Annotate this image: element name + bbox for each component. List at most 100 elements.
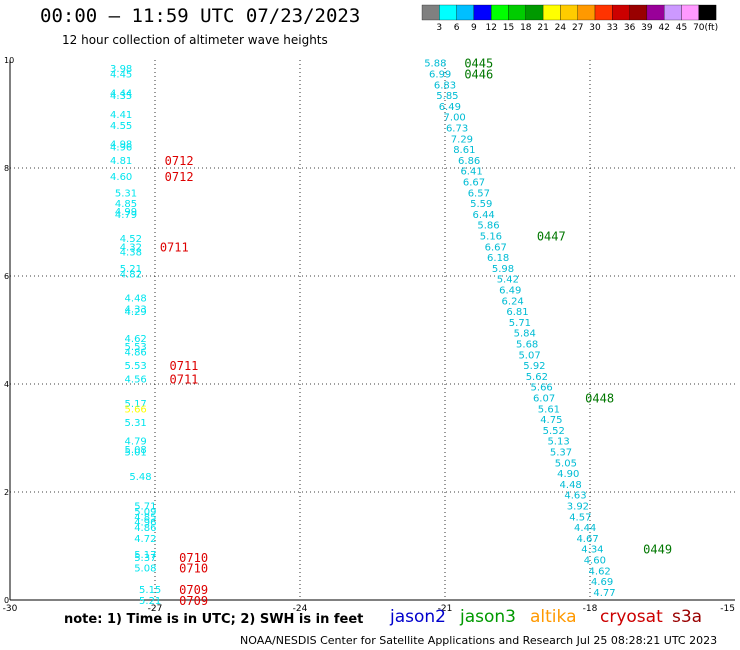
- data-point-label: 4.63: [564, 491, 586, 502]
- color-scale-swatch: [594, 4, 613, 21]
- color-scale-swatch: [456, 4, 475, 21]
- data-point-label: 5.62: [526, 372, 548, 383]
- color-scale-swatch: [577, 4, 596, 21]
- color-scale-swatch: [439, 4, 457, 21]
- x-tick-label: -15: [720, 604, 735, 614]
- color-scale-swatch: [508, 4, 526, 21]
- legend-item-jason3: jason3: [460, 607, 516, 627]
- legend-item-s3a: s3a: [672, 607, 703, 627]
- color-scale-swatch: [612, 4, 630, 21]
- data-point-label: 4.62: [125, 334, 147, 345]
- data-point-label: 4.38: [120, 248, 142, 259]
- data-point-label: 5.52: [543, 426, 565, 437]
- color-scale-swatch: [629, 4, 648, 21]
- data-point-label: 6.99: [429, 70, 451, 81]
- data-point-label: 4.96: [134, 518, 156, 529]
- data-point-label: 4.48: [560, 480, 582, 491]
- pass-time-label: 0709: [179, 583, 208, 597]
- color-scale-label: 30: [589, 23, 601, 33]
- data-point-label: 5.17: [134, 550, 156, 561]
- data-point-label: 4.57: [569, 512, 591, 523]
- data-point-label: 4.98: [110, 140, 132, 151]
- legend-item-cryosat: cryosat: [600, 607, 663, 627]
- color-scale-swatch: [491, 4, 509, 21]
- color-scale-swatch: [698, 4, 717, 21]
- data-point-label: 5.13: [547, 437, 569, 448]
- data-point-label: 6.44: [473, 210, 495, 221]
- data-point-label: 4.34: [581, 545, 603, 556]
- data-point-label: 5.42: [497, 275, 519, 286]
- data-point-label: 5.16: [480, 232, 502, 243]
- data-point-label: 4.48: [125, 294, 147, 305]
- data-point-label: 8.61: [453, 145, 475, 156]
- data-point-label: 5.17: [125, 399, 147, 410]
- x-tick-label: -30: [3, 604, 18, 614]
- color-scale-label: 12: [485, 23, 496, 33]
- data-point-label: 5.68: [516, 340, 538, 351]
- color-scale-label: 21: [537, 23, 548, 33]
- color-scale-swatch: [560, 4, 578, 21]
- data-point-label: 4.85: [134, 512, 156, 523]
- pass-time-label: 0447: [537, 230, 566, 244]
- data-point-label: 6.07: [533, 394, 555, 405]
- data-point-label: 4.60: [584, 556, 606, 567]
- data-point-label: 5.37: [134, 553, 156, 564]
- data-point-label: 4.77: [593, 588, 615, 599]
- pass-time-label: 0712: [165, 154, 194, 168]
- page-subtitle: 12 hour collection of altimeter wave hei…: [62, 33, 328, 47]
- data-point-label: 4.90: [557, 469, 579, 480]
- data-point-label: 4.79: [115, 210, 137, 221]
- data-point-label: 6.86: [458, 156, 480, 167]
- data-point-label: 4.35: [110, 91, 132, 102]
- data-point-label: 4.62: [589, 566, 611, 577]
- data-point-label: 5.84: [514, 329, 536, 340]
- data-point-label: 6.67: [463, 178, 485, 189]
- data-point-label: 5.31: [125, 418, 147, 429]
- data-point-label: 5.08: [134, 564, 156, 575]
- color-scale-label: 27: [572, 23, 583, 33]
- data-point-label: 5.07: [518, 350, 540, 361]
- color-scale-label: 6: [454, 23, 460, 33]
- data-point-label: 5.98: [492, 264, 514, 275]
- data-point-label: 5.37: [550, 448, 572, 459]
- color-scale-swatch: [473, 4, 492, 21]
- data-point-label: 7.00: [444, 113, 466, 124]
- data-point-label: 5.88: [424, 59, 446, 70]
- data-point-label: 5.31: [115, 188, 137, 199]
- data-point-label: 4.56: [125, 375, 147, 386]
- data-point-label: 6.81: [506, 307, 528, 318]
- color-scale-swatch: [525, 4, 544, 21]
- data-point-label: 4.96: [110, 142, 132, 153]
- data-point-label: 4.44: [574, 523, 596, 534]
- y-tick-label: 8: [4, 164, 9, 173]
- pass-time-label: 0711: [170, 359, 199, 373]
- color-scale-swatch: [646, 4, 665, 21]
- y-tick-label: 10: [4, 56, 14, 65]
- data-point-label: 5.86: [477, 221, 499, 232]
- data-point-label: 4.86: [125, 348, 147, 359]
- x-tick-label: -24: [293, 604, 308, 614]
- y-tick-label: 6: [4, 272, 9, 281]
- data-point-label: 5.21: [139, 596, 161, 607]
- data-point-label: 4.86: [134, 523, 156, 534]
- color-scale-swatch: [664, 4, 682, 21]
- color-scale-label: 33: [607, 23, 618, 33]
- pass-time-label: 0712: [165, 170, 194, 184]
- data-point-label: 4.79: [125, 437, 147, 448]
- data-point-label: 6.83: [434, 80, 456, 91]
- data-point-label: 4.45: [110, 70, 132, 81]
- y-tick-label: 4: [4, 380, 9, 389]
- legend-item-altika: altika: [530, 607, 577, 627]
- data-point-label: 6.73: [446, 124, 468, 135]
- data-point-label: 5.05: [555, 458, 577, 469]
- pass-time-label: 0449: [643, 543, 672, 557]
- y-tick-label: 2: [4, 488, 9, 497]
- color-scale-label: 36: [624, 23, 636, 33]
- data-point-label: 5.21: [120, 264, 142, 275]
- data-point-label: 4.52: [120, 234, 142, 245]
- data-point-label: 5.66: [125, 404, 147, 415]
- data-point-label: 4.33: [125, 304, 147, 315]
- color-scale-swatch: [421, 4, 440, 21]
- data-point-label: 6.49: [499, 286, 521, 297]
- data-point-label: 4.99: [115, 207, 137, 218]
